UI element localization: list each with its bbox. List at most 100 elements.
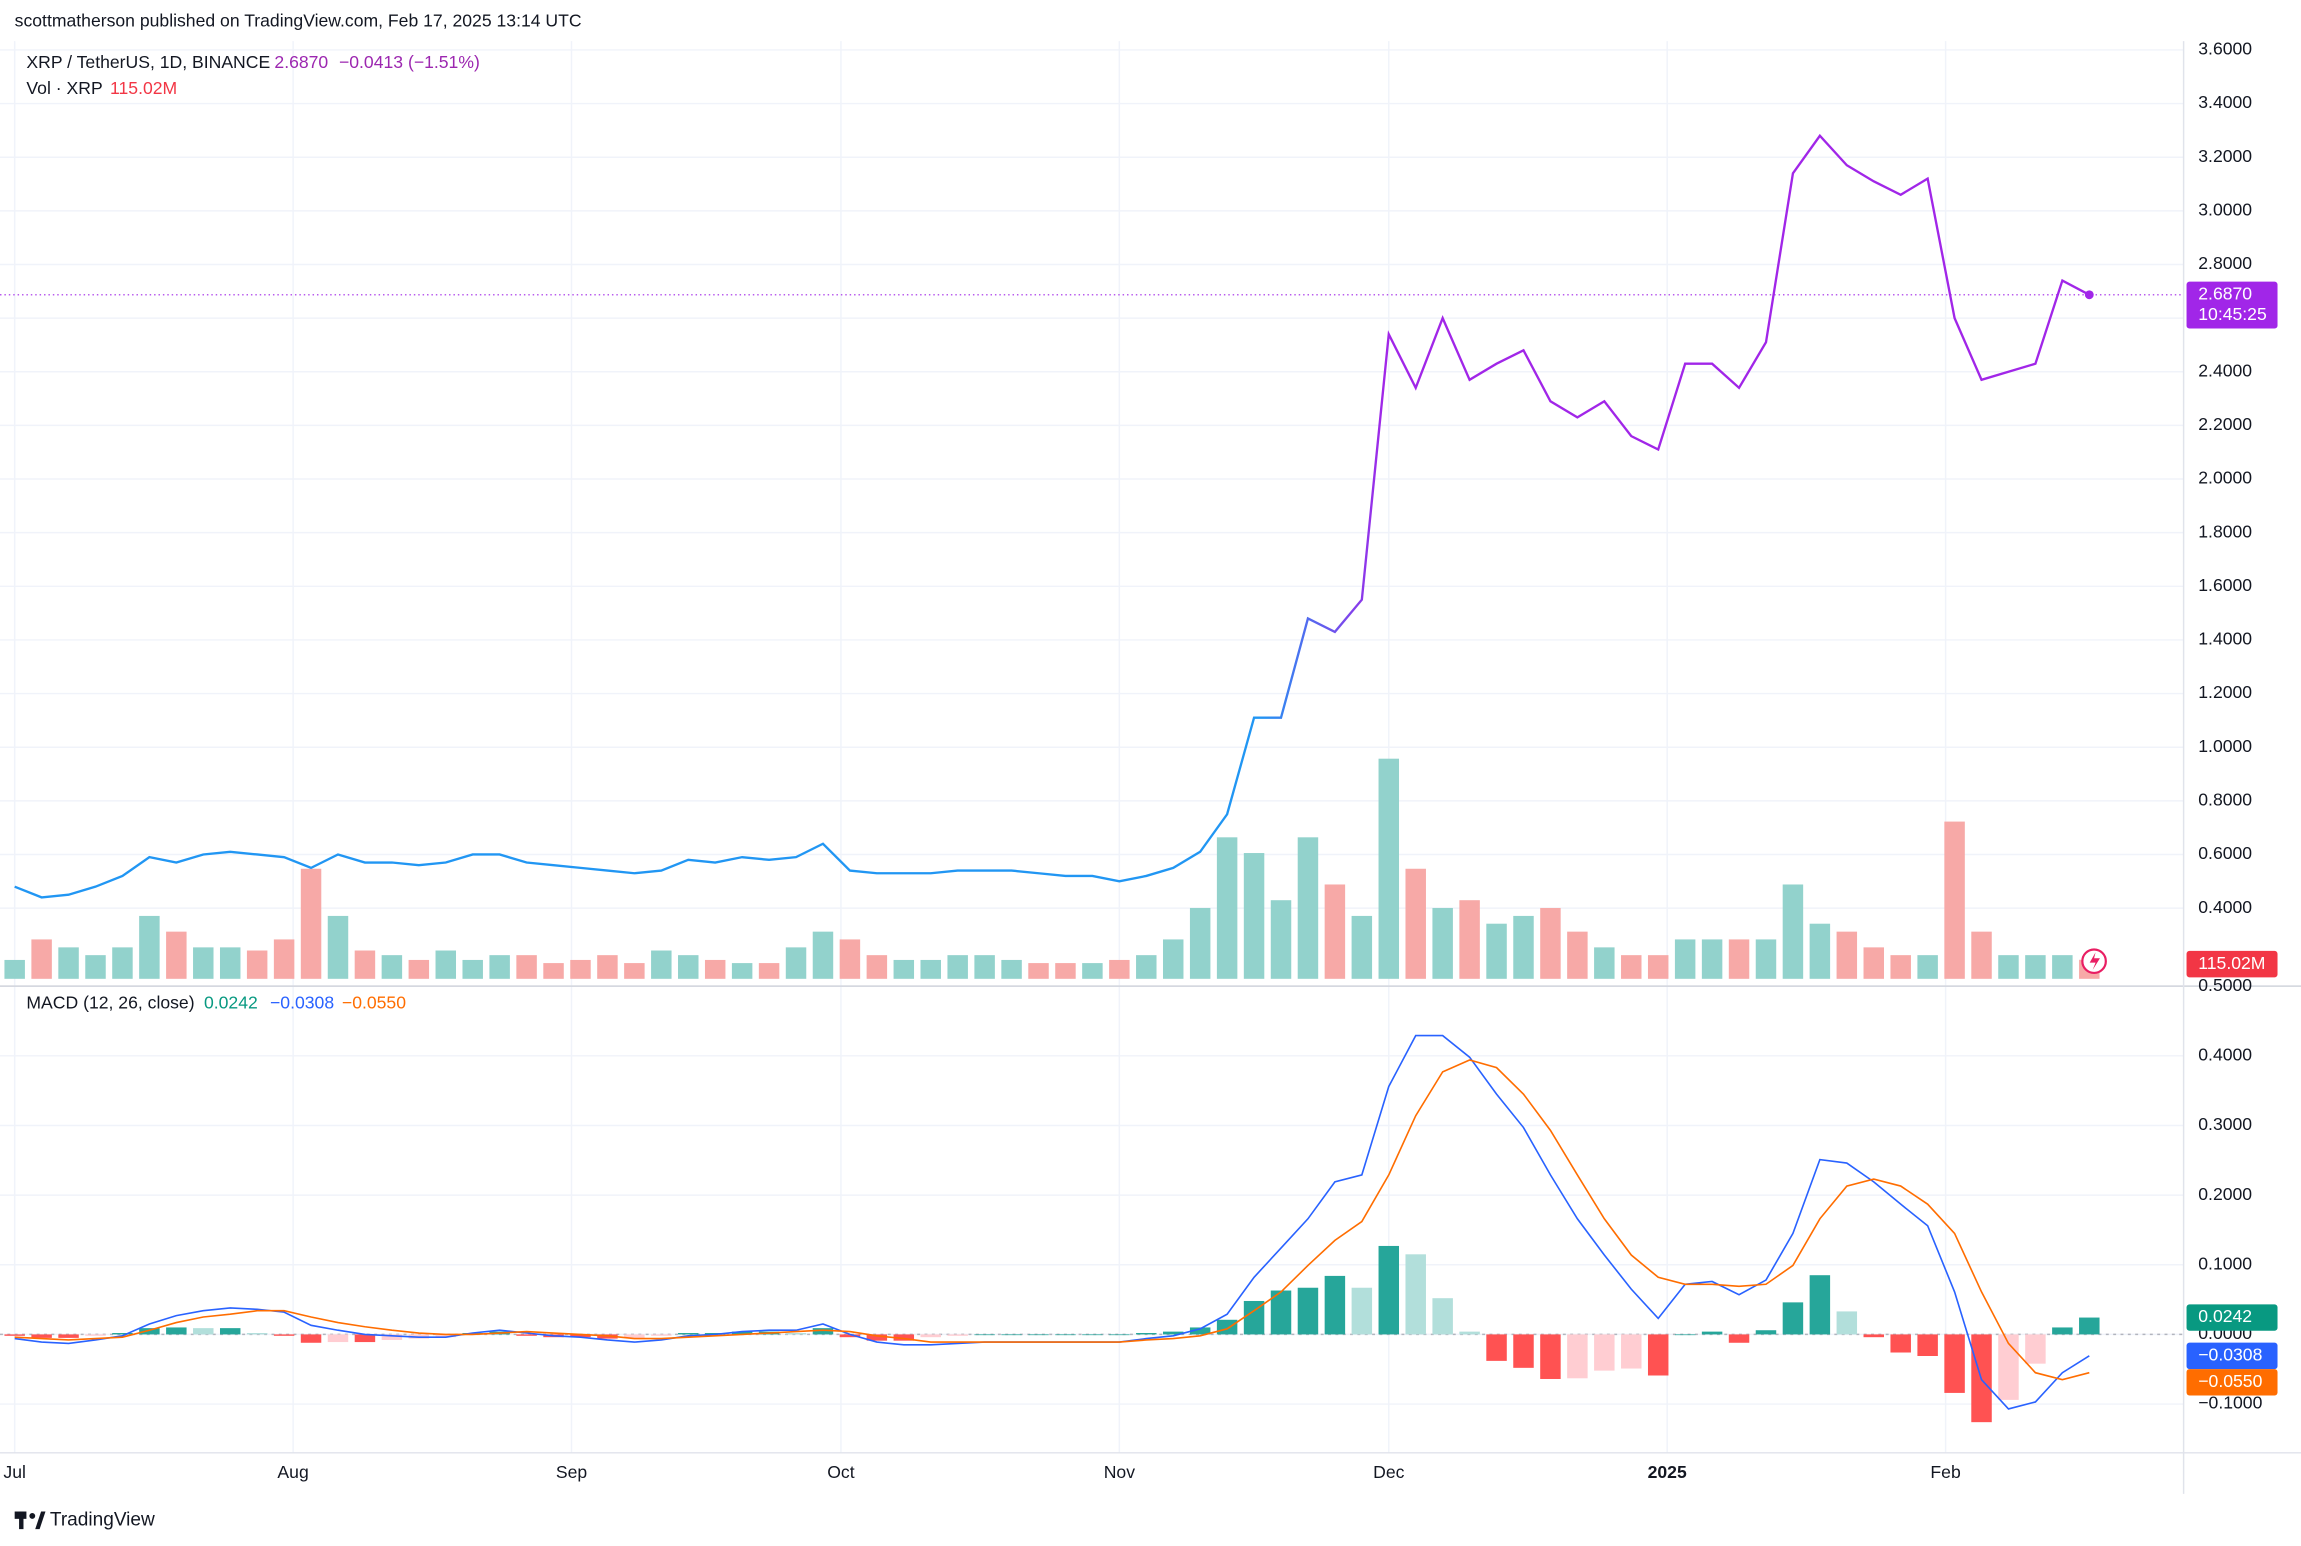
histogram-bar — [1621, 1334, 1642, 1369]
histogram-bar — [731, 1331, 753, 1335]
volume-legend: Vol · XRP — [26, 78, 102, 98]
histogram-bar — [1513, 1334, 1534, 1368]
histogram-bar — [354, 1334, 376, 1343]
histogram-bar — [1351, 1287, 1373, 1335]
histogram-bar — [1028, 1334, 1049, 1336]
volume-bar — [1055, 963, 1076, 979]
volume-bar — [1621, 955, 1642, 979]
y-tick-label: 3.0000 — [2198, 200, 2252, 220]
volume-bar — [273, 939, 295, 979]
volume-bar — [300, 868, 322, 979]
histogram-bar — [85, 1334, 106, 1336]
y-tick-label: 1.6000 — [2198, 575, 2252, 595]
y-tick-label: 2.2000 — [2198, 414, 2252, 434]
histogram-bar — [1109, 1334, 1130, 1336]
histogram-bar — [1755, 1330, 1777, 1335]
y-tick-label: 3.4000 — [2198, 92, 2252, 112]
y-tick-label: 1.8000 — [2198, 521, 2252, 541]
x-tick-label: Oct — [827, 1462, 854, 1482]
histogram-bar — [651, 1334, 672, 1336]
histogram-bar — [1324, 1275, 1346, 1335]
axis-badge — [2186, 1342, 2278, 1370]
volume-badge-label: 115.02M — [2198, 953, 2265, 973]
histogram-bar — [300, 1334, 322, 1343]
volume-bar — [166, 931, 187, 979]
volume-value: 115.02M — [110, 78, 177, 98]
volume-bar — [1243, 853, 1265, 979]
price-line — [14, 133, 2090, 899]
volume-bar — [1594, 947, 1615, 979]
histogram-bar — [920, 1334, 941, 1338]
histogram-bar — [1863, 1334, 1884, 1338]
volume-bar — [839, 939, 861, 979]
y-tick-label: 0.6000 — [2198, 843, 2252, 863]
volume-bar — [1405, 868, 1426, 979]
histogram-bar — [1540, 1334, 1561, 1379]
volume-bar — [1082, 963, 1103, 979]
volume-bar — [624, 963, 645, 979]
volume-bar — [758, 963, 780, 979]
y-tick-label: 0.4000 — [2198, 897, 2252, 917]
histogram-bar — [435, 1334, 457, 1338]
volume-bar — [1297, 837, 1319, 979]
histogram-bar — [327, 1334, 349, 1343]
signal-line — [14, 1059, 2090, 1381]
volume-bar — [1162, 939, 1184, 979]
x-tick-label: 2025 — [1648, 1462, 1687, 1482]
volume-bar — [139, 915, 160, 979]
histogram-bar — [2079, 1317, 2100, 1335]
histogram-bar — [1405, 1254, 1426, 1335]
histogram-bar — [219, 1328, 241, 1335]
volume-bar — [354, 950, 376, 979]
volume-bar — [58, 947, 79, 979]
volume-bar — [1782, 884, 1804, 979]
y-tick-label: 2.8000 — [2198, 253, 2252, 273]
histogram-bar — [1162, 1331, 1184, 1335]
price-badge-label: 2.6870 — [2198, 283, 2252, 303]
axis-badge-label: −0.0550 — [2198, 1371, 2262, 1391]
volume-bar — [893, 959, 915, 979]
axis-badge — [2186, 1304, 2278, 1331]
volume-bar — [812, 931, 834, 979]
volume-bar — [1836, 931, 1858, 979]
histogram-bar — [246, 1333, 268, 1335]
histogram-bar — [4, 1334, 25, 1336]
histogram-bar — [866, 1334, 888, 1341]
volume-bar — [1136, 955, 1157, 979]
macd-title: MACD (12, 26, close) — [26, 992, 194, 1012]
histogram-bar — [1001, 1334, 1022, 1336]
histogram-bar — [1647, 1334, 1669, 1376]
logo — [14, 1511, 46, 1530]
histogram-bar — [947, 1334, 968, 1336]
histogram-bar — [812, 1328, 834, 1335]
volume-bar — [4, 959, 25, 979]
y-tick-label: 1.0000 — [2198, 736, 2252, 756]
volume-bar — [1917, 955, 1938, 979]
volume-bar — [678, 955, 699, 979]
volume-bar — [785, 947, 807, 979]
histogram-bar — [273, 1334, 295, 1336]
volume-bar — [704, 959, 726, 979]
histogram-bar — [1297, 1287, 1319, 1335]
histogram-bar — [1701, 1331, 1723, 1335]
histogram-bar — [974, 1334, 995, 1336]
legend-price: 2.6870 — [274, 52, 328, 72]
histogram-bar — [2052, 1327, 2073, 1335]
x-tick-label: Jul — [3, 1462, 25, 1482]
histogram-bar — [1082, 1334, 1103, 1336]
histogram-bar — [1917, 1334, 1938, 1356]
histogram-bar — [1189, 1327, 1211, 1335]
histogram-bar — [58, 1334, 79, 1338]
y-tick-label: 0.2000 — [2198, 1184, 2252, 1204]
volume-bar — [597, 955, 618, 979]
volume-bar — [246, 950, 268, 979]
histogram-bar — [112, 1333, 133, 1335]
volume-bar — [1001, 959, 1022, 979]
volume-bar — [1540, 907, 1561, 979]
histogram-bar — [570, 1334, 591, 1338]
volume-bar — [1028, 963, 1049, 979]
volume-bar — [543, 963, 564, 979]
alert-icon[interactable] — [2081, 948, 2107, 975]
macd-value: −0.0308 — [270, 992, 334, 1012]
volume-bar — [112, 947, 133, 979]
